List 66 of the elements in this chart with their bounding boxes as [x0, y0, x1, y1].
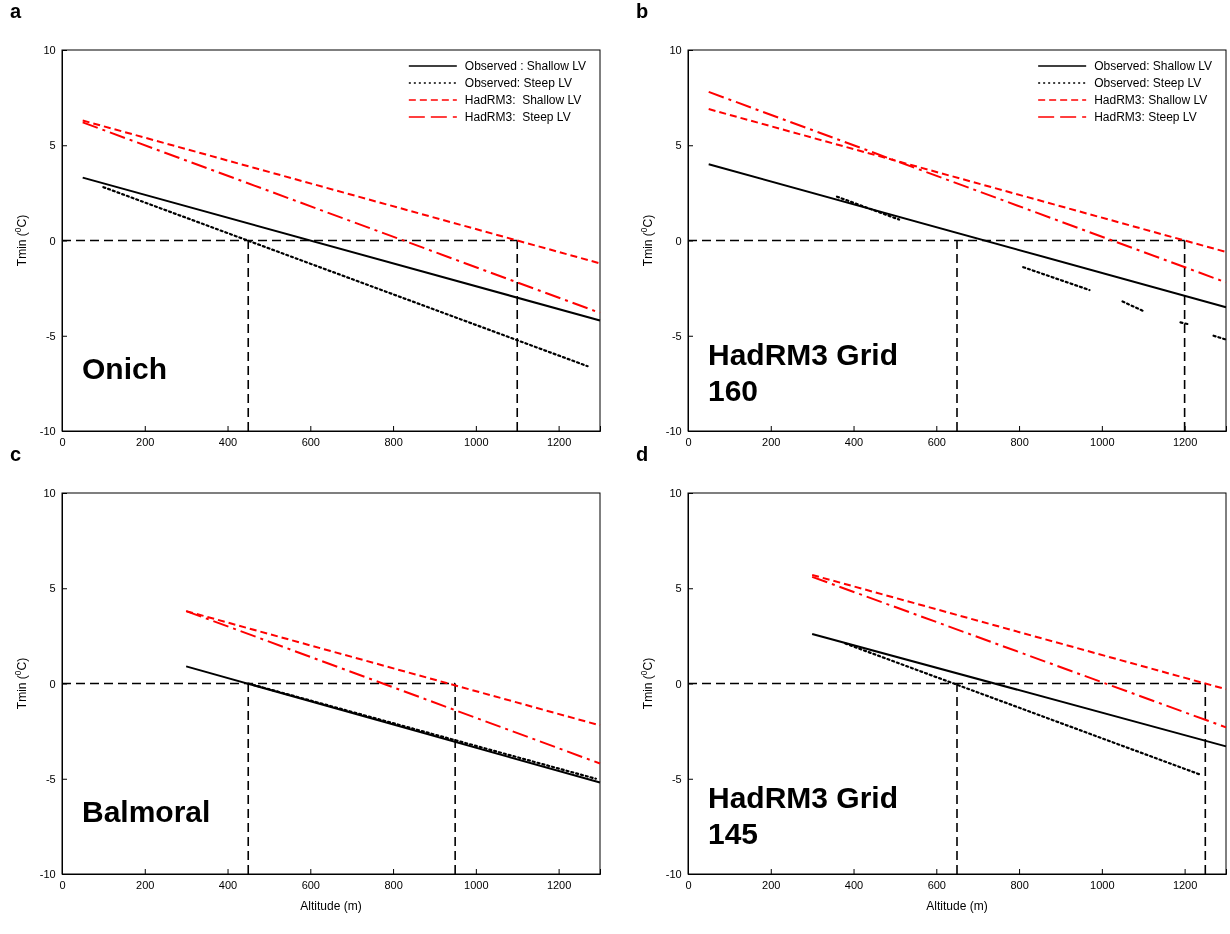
x-tick-label: 1000 — [464, 879, 489, 892]
y-tick-label: 0 — [49, 234, 56, 247]
y-tick-label: 5 — [675, 582, 682, 595]
y-tick-label: -5 — [45, 772, 56, 785]
x-tick-label: 800 — [384, 879, 403, 892]
y-tick-label: 10 — [43, 487, 56, 500]
y-tick-label: 5 — [49, 582, 56, 595]
y-tick-label: -5 — [45, 329, 56, 342]
y-tick-label: -10 — [39, 868, 56, 881]
y-tick-label: 10 — [669, 487, 682, 500]
x-tick-label: 0 — [59, 879, 66, 892]
y-tick-label: -10 — [39, 425, 56, 438]
annotation: Onich — [82, 352, 168, 385]
y-tick-label: 0 — [675, 234, 682, 247]
annotation: Balmoral — [82, 795, 211, 828]
x-axis-title: Altitude (m) — [926, 899, 988, 913]
x-tick-label: 1200 — [546, 879, 572, 892]
x-tick-label: 1000 — [1090, 879, 1115, 892]
x-tick-label: 200 — [136, 879, 155, 892]
x-tick-label: 400 — [218, 879, 238, 892]
legend-label: HadRM3: Steep LV — [464, 110, 571, 124]
legend-label: HadRM3: Steep LV — [1094, 110, 1197, 124]
annotation: HadRM3 Grid 160 — [708, 338, 899, 407]
x-tick-label: 1000 — [464, 436, 489, 449]
x-tick-label: 600 — [927, 879, 946, 892]
x-tick-label: 0 — [685, 436, 692, 449]
x-tick-label: 200 — [762, 436, 781, 449]
x-tick-label: 600 — [927, 436, 946, 449]
annotation: HadRM3 Grid 145 — [708, 781, 899, 850]
y-tick-label: 5 — [49, 139, 56, 152]
x-tick-label: 0 — [59, 436, 66, 449]
legend-label: Observed : Shallow LV — [464, 59, 586, 73]
legend-label: Observed: Steep LV — [1094, 76, 1202, 90]
chart-title: c — [10, 443, 22, 465]
x-tick-label: 600 — [301, 879, 320, 892]
legend-label: Observed: Shallow LV — [1094, 59, 1212, 73]
x-tick-label: 200 — [136, 436, 155, 449]
y-tick-label: 5 — [675, 139, 682, 152]
y-tick-label: -10 — [665, 425, 682, 438]
chart-title: b — [636, 0, 649, 22]
x-tick-label: 1200 — [1172, 879, 1198, 892]
x-tick-label: 400 — [218, 436, 238, 449]
y-tick-label: 10 — [669, 44, 682, 57]
y-tick-label: -10 — [665, 868, 682, 881]
x-tick-label: 0 — [685, 879, 692, 892]
x-tick-label: 200 — [762, 879, 781, 892]
x-tick-label: 800 — [1010, 879, 1029, 892]
x-tick-label: 400 — [844, 879, 864, 892]
x-tick-label: 1200 — [546, 436, 572, 449]
x-tick-label: 1200 — [1172, 436, 1198, 449]
chart-title: a — [10, 0, 22, 22]
legend-label: Observed: Steep LV — [464, 76, 573, 90]
x-tick-label: 800 — [1010, 436, 1029, 449]
x-tick-label: 400 — [844, 436, 864, 449]
x-tick-label: 600 — [301, 436, 320, 449]
y-tick-label: 10 — [43, 44, 56, 57]
y-tick-label: -5 — [671, 329, 682, 342]
x-tick-label: 1000 — [1090, 436, 1115, 449]
y-tick-label: 0 — [675, 677, 682, 690]
y-tick-label: 0 — [49, 677, 56, 690]
x-tick-label: 800 — [384, 436, 403, 449]
legend-label: HadRM3: Shallow LV — [464, 93, 582, 107]
y-tick-label: -5 — [671, 772, 682, 785]
legend-label: HadRM3: Shallow LV — [1094, 93, 1208, 107]
x-axis-title: Altitude (m) — [300, 899, 362, 913]
chart-title: d — [636, 443, 649, 465]
